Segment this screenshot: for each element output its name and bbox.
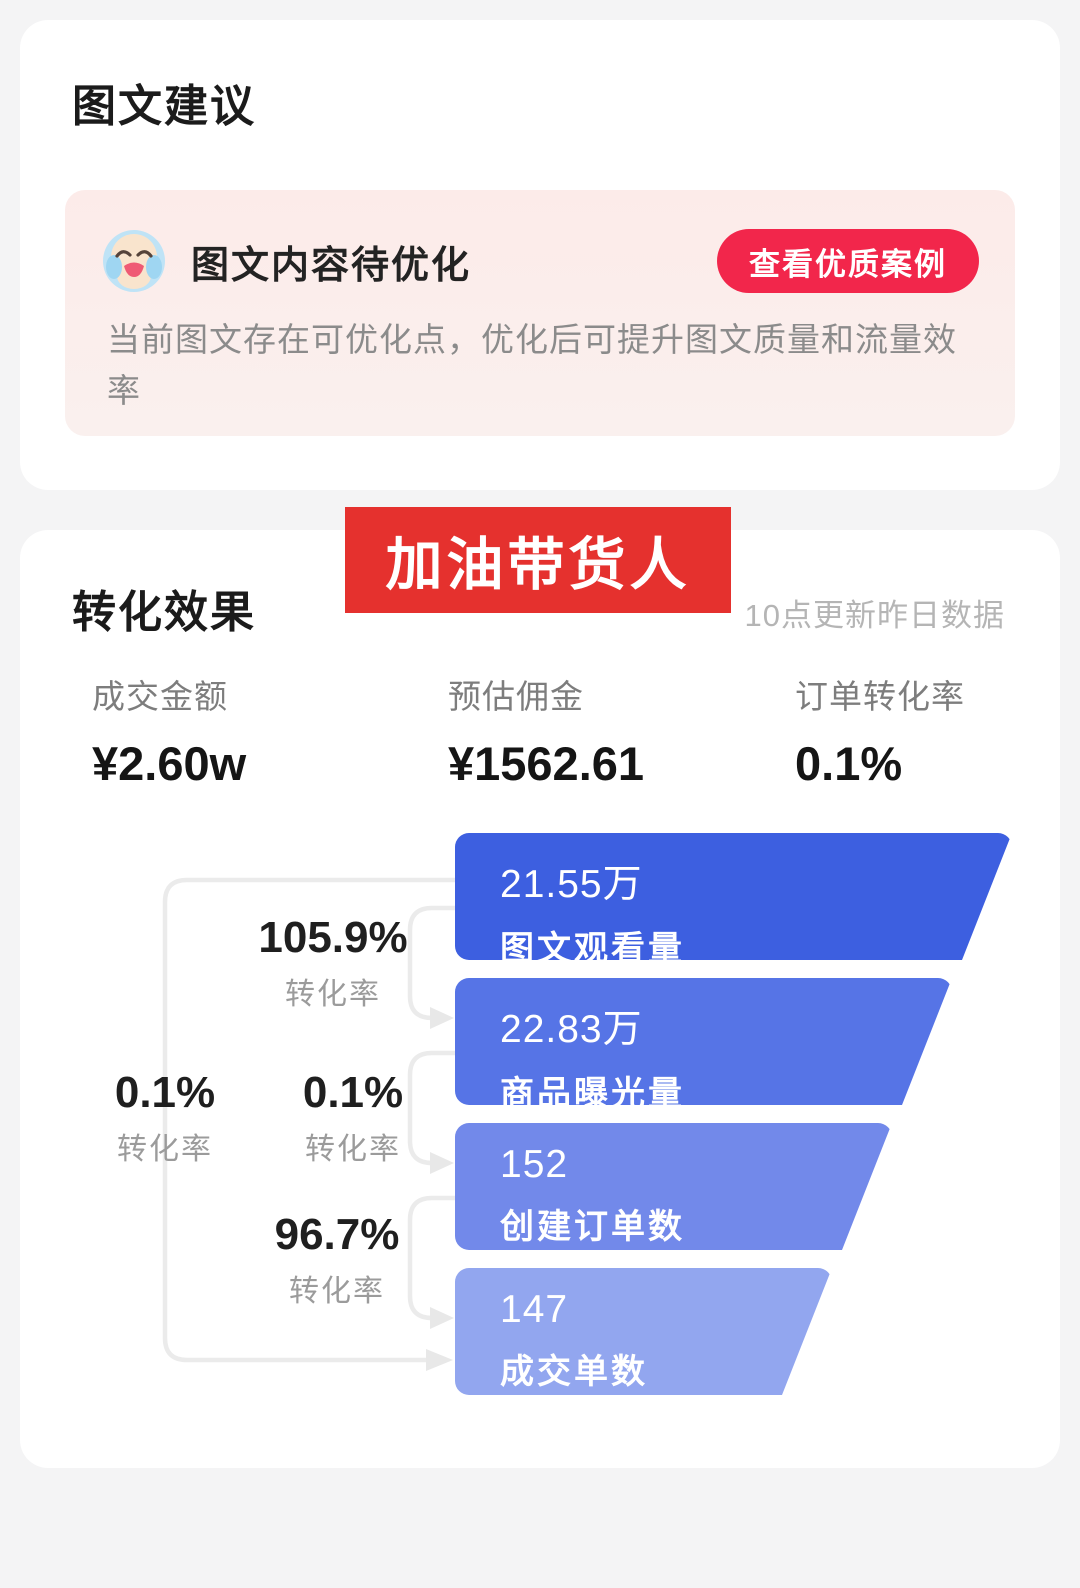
funnel-stage-orders-completed: 147 成交单数 [455,1268,832,1395]
tip-headline: 图文内容待优化 [191,244,472,287]
metric-commission: 预估佣金 ¥1562.61 [448,670,644,791]
funnel-connector-lines [162,877,458,1371]
metric-value: ¥2.60w [92,737,247,790]
crying-face-icon [103,230,165,292]
rate-value: 105.9% [258,913,408,962]
rate-value: 0.1% [302,1068,404,1117]
metrics-row: 成交金额 ¥2.60w 预估佣金 ¥1562.61 订单转化率 0.1% [92,670,1020,800]
funnel-stage-orders-created: 152 创建订单数 [455,1123,892,1250]
metric-label: 订单转化率 [795,678,965,715]
metric-gmv: 成交金额 ¥2.60w [92,670,246,791]
metric-label: 预估佣金 [448,678,584,715]
view-cases-button[interactable]: 查看优质案例 [717,229,979,293]
watermark-banner: 加油带货人 [345,507,731,613]
metric-label: 成交金额 [92,678,228,715]
conversion-rate-exposure-to-orders: 0.1% 转化率 [278,1068,428,1168]
tip-description: 当前图文存在可优化点，优化后可提升图文质量和流量效率 [107,321,957,410]
funnel-stage-exposure: 22.83万 商品曝光量 [455,978,952,1105]
metric-order-rate: 订单转化率 0.1% [795,670,965,791]
rate-value: 96.7% [274,1210,400,1259]
conversion-rate-views-to-exposure: 105.9% 转化率 [243,913,423,1013]
suggestion-section: 图文建议 图文内容待优化 查看优质案例 [20,20,1060,490]
conversion-rate-overall: 0.1% 转化率 [90,1068,240,1168]
update-time-note: 10点更新昨日数据 [744,598,1005,633]
conversion-section: 转化效果 10点更新昨日数据 成交金额 ¥2.60w 预估佣金 ¥1562.61… [20,530,1060,1468]
rate-label: 转化率 [305,1133,401,1166]
rate-label: 转化率 [289,1275,385,1308]
funnel-stage-views: 21.55万 图文观看量 [455,833,1012,960]
funnel-stage-value: 21.55万 [500,863,643,906]
funnel-stage-value: 152 [500,1143,569,1186]
funnel-stage-label: 创建订单数 [500,1208,685,1246]
funnel-stage-value: 22.83万 [500,1008,643,1051]
rate-value: 0.1% [114,1068,216,1117]
suggestion-section-title: 图文建议 [72,82,256,131]
conversion-section-title: 转化效果 [72,588,256,637]
funnel-stage-value: 147 [500,1288,569,1331]
tip-header-row: 图文内容待优化 查看优质案例 [103,228,979,294]
metric-value: ¥1562.61 [448,737,645,790]
rate-label: 转化率 [117,1133,213,1166]
funnel-stage-label: 成交单数 [500,1353,648,1391]
metric-value: 0.1% [795,737,903,790]
rate-label: 转化率 [285,978,381,1011]
optimize-tip-card: 图文内容待优化 查看优质案例 当前图文存在可优化点，优化后可提升图文质量和流量效… [65,190,1015,436]
conversion-rate-orders-to-completed: 96.7% 转化率 [247,1210,427,1310]
